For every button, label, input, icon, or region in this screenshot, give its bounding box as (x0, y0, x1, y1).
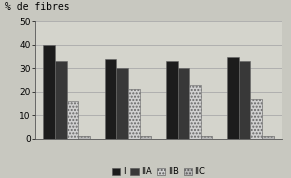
Bar (67, 101, 78, 139)
Bar (116, 68, 128, 139)
Bar (239, 61, 251, 139)
Bar (251, 99, 262, 139)
Bar (128, 90, 140, 139)
Bar (227, 57, 239, 139)
Bar (166, 61, 178, 139)
Bar (189, 85, 201, 139)
Bar (262, 137, 274, 139)
Bar (201, 137, 212, 139)
Bar (178, 68, 189, 139)
Bar (55, 61, 67, 139)
Text: % de fibres: % de fibres (5, 2, 70, 12)
Bar (105, 59, 116, 139)
Bar (78, 137, 90, 139)
Legend: I, IIA, IIB, IIC: I, IIA, IIB, IIC (109, 164, 209, 178)
Bar (43, 45, 55, 139)
Bar (140, 137, 151, 139)
